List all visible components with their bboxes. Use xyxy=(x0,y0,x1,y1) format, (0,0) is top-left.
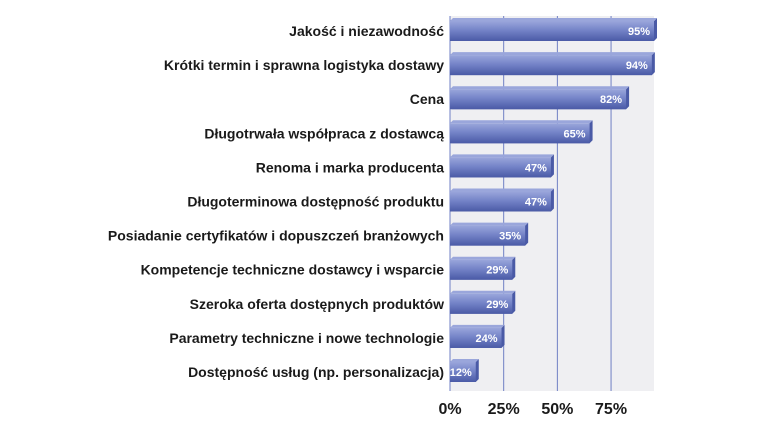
bar-top-face xyxy=(450,120,593,124)
bar-value-label: 35% xyxy=(499,231,521,243)
bar xyxy=(450,293,513,314)
bar-top-face xyxy=(450,86,630,90)
category-label: Długotrwała współpraca z dostawcą xyxy=(204,125,444,141)
bar-top-face xyxy=(450,154,554,158)
bar-value-label: 47% xyxy=(525,162,547,174)
bar xyxy=(450,259,513,280)
bar-value-label: 29% xyxy=(486,299,508,311)
x-tick-label: 25% xyxy=(488,401,520,418)
bar-group: 35% xyxy=(450,222,529,246)
bar-value-label: 29% xyxy=(486,265,508,277)
bar-group: 47% xyxy=(450,188,554,212)
bar-value-label: 47% xyxy=(525,197,547,209)
category-label: Cena xyxy=(410,91,444,107)
bar-value-label: 24% xyxy=(476,333,498,345)
bar-group: 29% xyxy=(450,256,516,280)
bar xyxy=(450,225,526,246)
bar xyxy=(450,327,502,348)
x-tick-label: 50% xyxy=(541,401,573,418)
bar-top-face xyxy=(450,256,516,260)
bar xyxy=(450,191,551,212)
bar-top-face xyxy=(450,290,516,294)
x-axis-ticks: 0% 25% 50% 75% xyxy=(438,401,627,418)
bar-value-label: 95% xyxy=(628,26,650,38)
category-label: Kompetencje techniczne dostawcy i wsparc… xyxy=(141,262,445,278)
category-label: Krótki termin i sprawna logistyka dostaw… xyxy=(164,57,444,73)
x-tick-label: 75% xyxy=(595,401,627,418)
bar xyxy=(450,362,476,382)
category-label: Długoterminowa dostępność produktu xyxy=(187,194,444,210)
bar-top-face xyxy=(450,324,505,328)
bar xyxy=(450,55,652,76)
category-label: Parametry techniczne i nowe technologie xyxy=(169,330,444,346)
bar-group: 65% xyxy=(450,120,593,144)
category-label: Szeroka oferta dostępnych produktów xyxy=(190,296,444,312)
bar-value-label: 82% xyxy=(600,94,622,106)
bar-group: 24% xyxy=(450,324,505,348)
bar-group: 82% xyxy=(450,86,630,110)
bar-top-face xyxy=(450,52,655,56)
category-labels: Jakość i niezawodność Krótki termin i spr… xyxy=(108,23,444,380)
bar-top-face xyxy=(450,359,479,362)
category-label: Jakość i niezawodność xyxy=(289,23,444,39)
category-label: Dostępność usług (np. personalizacja) xyxy=(188,364,444,380)
bar-top-face xyxy=(450,18,657,21)
bar-top-face xyxy=(450,188,554,192)
bar-value-label: 12% xyxy=(450,367,472,379)
bar-value-label: 94% xyxy=(626,60,648,72)
bar-group: 12% xyxy=(450,359,479,382)
bar xyxy=(450,21,654,41)
bar-value-label: 65% xyxy=(564,128,586,140)
bar xyxy=(450,89,627,110)
bar-group: 47% xyxy=(450,154,554,178)
x-tick-label: 0% xyxy=(438,401,461,418)
bars: 95% 94% 82% 65% 47% 47% 35% 29% 29% 24% 12% xyxy=(450,18,657,382)
category-label: Posiadanie certyfikatów i dopuszczeń bra… xyxy=(108,228,444,244)
bar xyxy=(450,123,590,144)
category-label: Renoma i marka producenta xyxy=(256,159,444,175)
bar-group: 95% xyxy=(450,18,657,41)
bar-top-face xyxy=(450,222,529,226)
bar-group: 94% xyxy=(450,52,655,76)
bar xyxy=(450,157,551,178)
bar-group: 29% xyxy=(450,290,516,314)
